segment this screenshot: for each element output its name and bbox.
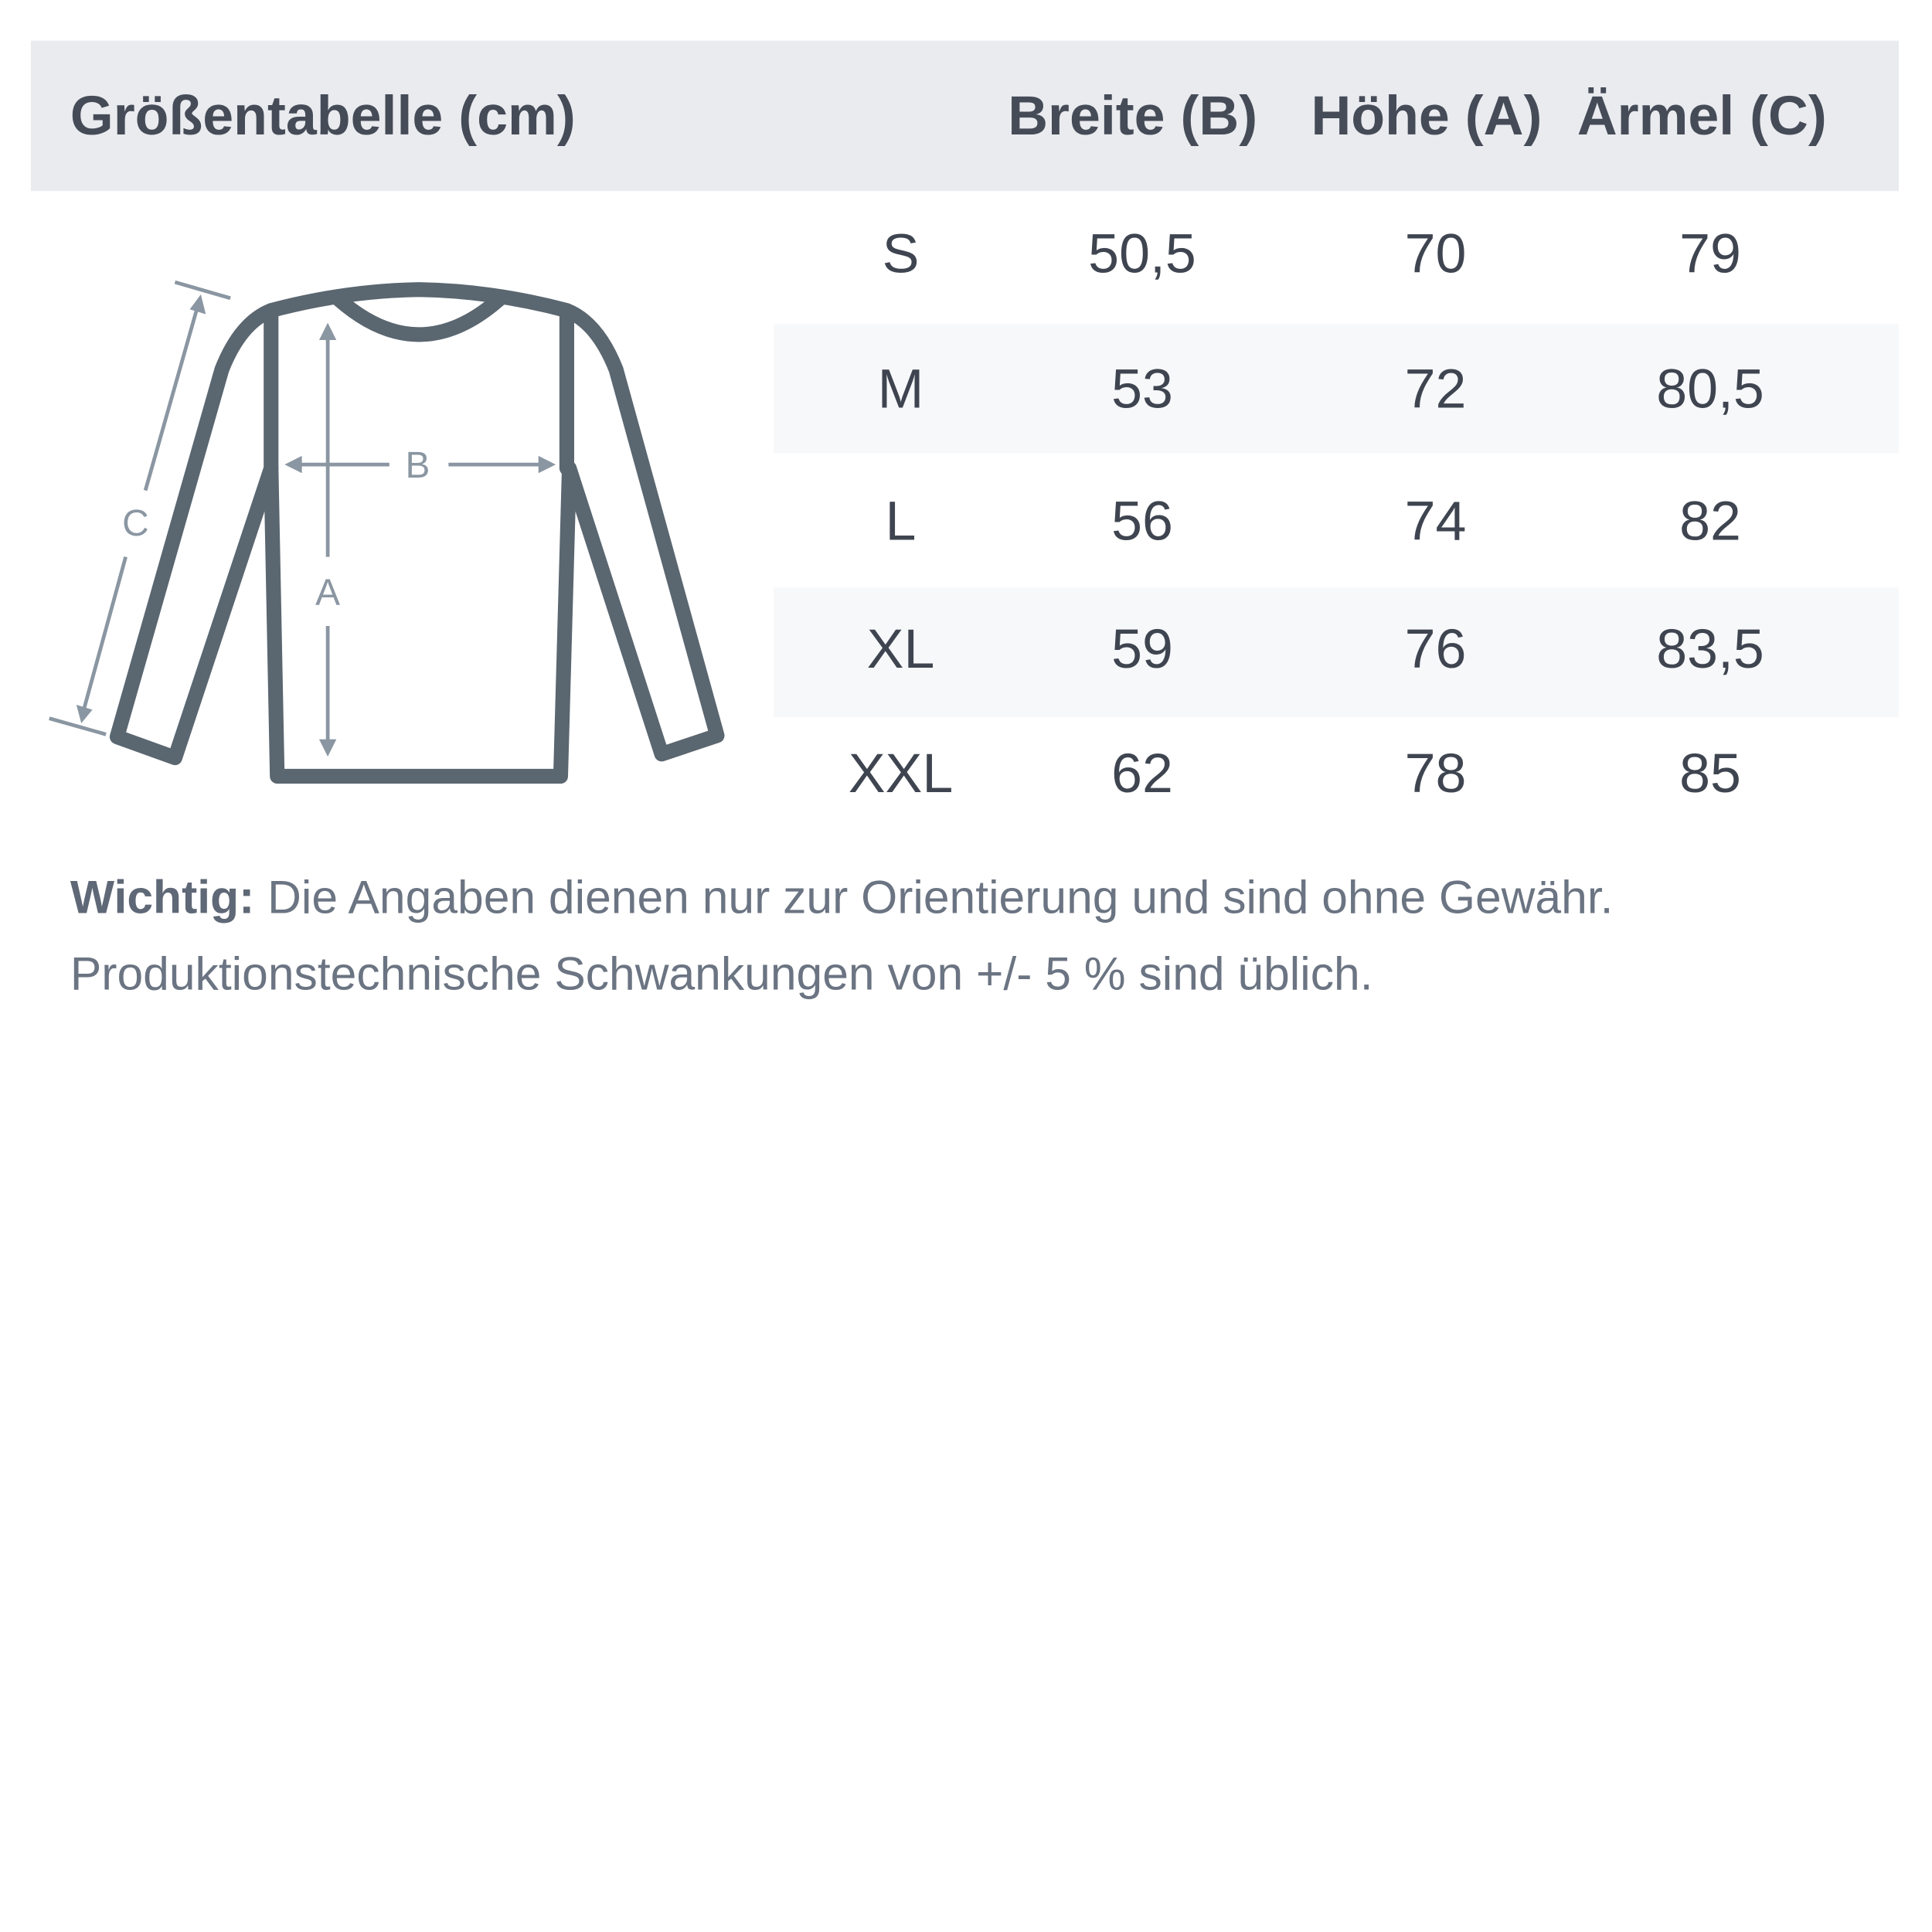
cell-breite: 62 bbox=[1111, 741, 1173, 805]
cell-size: XL bbox=[866, 617, 935, 681]
measurement-arrows bbox=[49, 280, 556, 757]
label-a: A bbox=[315, 572, 340, 613]
column-header-aermel: Ärmel (C) bbox=[1577, 83, 1827, 147]
note-label: Wichtig: bbox=[70, 872, 255, 924]
cell-breite: 53 bbox=[1111, 357, 1173, 420]
note-line-1: Wichtig: Die Angaben dienen nur zur Orie… bbox=[70, 872, 1614, 926]
sweater-diagram-icon: B A C bbox=[49, 280, 725, 784]
column-header-hoehe: Höhe (A) bbox=[1311, 83, 1543, 147]
cell-hoehe: 78 bbox=[1404, 741, 1467, 805]
cell-hoehe: 70 bbox=[1404, 221, 1467, 285]
cell-aermel: 85 bbox=[1679, 741, 1741, 805]
cell-hoehe: 76 bbox=[1404, 617, 1467, 681]
cell-aermel: 82 bbox=[1679, 488, 1741, 553]
table-title: Größentabelle (cm) bbox=[70, 83, 576, 147]
cell-size: XXL bbox=[848, 741, 954, 805]
note-line-2: Produktionstechnische Schwankungen von +… bbox=[70, 948, 1373, 1001]
sweater-outline bbox=[109, 282, 725, 784]
cell-aermel: 83,5 bbox=[1656, 617, 1764, 681]
label-b: B bbox=[406, 445, 430, 486]
cell-aermel: 79 bbox=[1679, 221, 1741, 285]
table-header bbox=[30, 40, 1899, 192]
cell-breite: 50,5 bbox=[1088, 221, 1196, 285]
cell-size: S bbox=[882, 221, 920, 285]
cell-breite: 59 bbox=[1111, 617, 1173, 681]
cell-breite: 56 bbox=[1111, 488, 1173, 553]
cell-size: L bbox=[885, 488, 917, 553]
cell-aermel: 80,5 bbox=[1656, 357, 1764, 420]
note-text-1: Die Angaben dienen nur zur Orientierung … bbox=[267, 872, 1614, 924]
cell-hoehe: 72 bbox=[1404, 357, 1467, 420]
row-background-m bbox=[774, 324, 1899, 454]
column-header-breite: Breite (B) bbox=[1008, 83, 1258, 147]
cell-hoehe: 74 bbox=[1404, 488, 1467, 553]
label-c: C bbox=[122, 503, 149, 544]
cell-size: M bbox=[877, 357, 924, 420]
row-background-xl bbox=[774, 587, 1899, 717]
